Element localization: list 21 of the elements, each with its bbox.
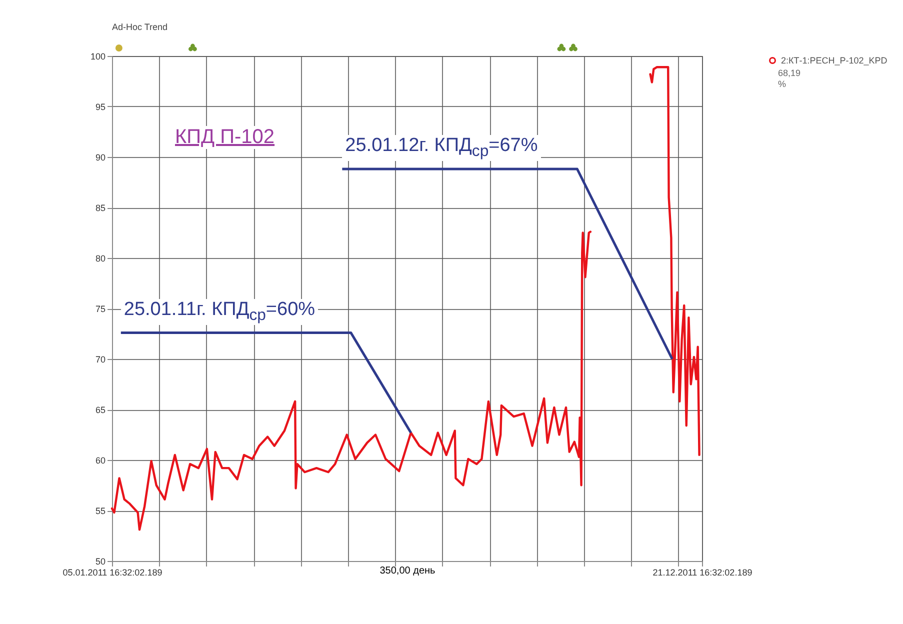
x-tick-label: 21.12.2011 16:32:02.189 [652,568,752,578]
x-axis-title: 350,00 день [380,566,436,576]
y-tick-label: 95 [95,102,106,112]
y-tick-label: 60 [95,456,106,466]
y-tick-label: 90 [95,152,106,162]
y-tick-label: 80 [95,254,106,264]
text: Ad-Hoc Trend [112,22,168,32]
y-tick-label: 55 [95,506,106,516]
text: КПД П-102 [172,126,278,149]
y-tick-label: 85 [95,203,106,213]
legend-label: 2:КТ-1:PECH_P-102_KPD [781,56,888,66]
annotation: 25.01.12г. КПД$_{ср}$=67% [342,135,541,161]
y-tick-label: 70 [95,354,106,364]
y-tick-label: 100 [90,52,106,62]
x-tick-label: 05.01.2011 16:32:02.189 [62,568,162,578]
text: 68,19 [778,68,801,78]
y-tick-label: 75 [95,304,106,314]
y-tick-label: 50 [95,556,106,566]
annotation: 25.01.11г. КПД$_{ср}$=60% [120,298,318,325]
y-tick-label: 65 [95,405,106,415]
text: % [778,79,786,89]
